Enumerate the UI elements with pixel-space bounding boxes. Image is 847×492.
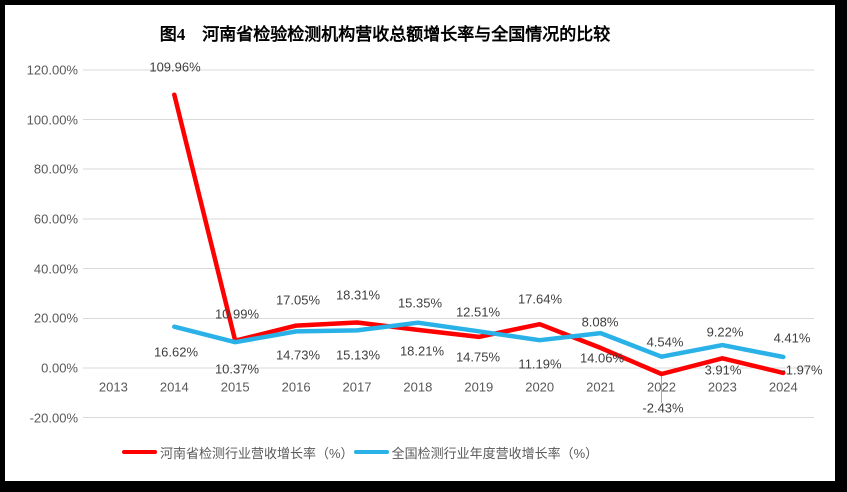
x-axis-tick-label: 2021 (586, 379, 616, 395)
legend: 河南省检测行业营收增长率（%） 全国检测行业年度营收增长率（%） (122, 443, 598, 461)
data-label: 14.06% (579, 350, 625, 366)
data-label: 109.96% (149, 59, 201, 75)
data-label: -1.97% (781, 362, 823, 378)
x-axis-tick-label: 2020 (525, 379, 555, 395)
x-axis-tick-label: 2019 (464, 379, 494, 395)
x-axis-tick-label: 2024 (768, 379, 798, 395)
x-axis-tick-label: 2022 (647, 379, 676, 395)
data-label: 14.73% (275, 347, 321, 363)
y-axis-tick-label: 80.00% (33, 161, 78, 177)
legend-label-henan: 河南省检测行业营收增长率（%） (160, 445, 354, 461)
data-label: 8.08% (581, 314, 619, 330)
y-axis-tick-label: 0.00% (41, 360, 78, 376)
y-axis-tick-label: 60.00% (33, 211, 78, 227)
y-axis-tick-label: 20.00% (33, 310, 78, 326)
data-label: 15.35% (397, 295, 443, 311)
data-label: 15.13% (335, 347, 381, 363)
data-label: 18.31% (335, 287, 381, 303)
x-axis-tick-label: 2016 (281, 379, 311, 395)
series-line-henan (172, 92, 786, 377)
x-axis-tick-label: 2023 (707, 379, 737, 395)
chart-frame: 图4 河南省检验检测机构营收总额增长率与全国情况的比较 120.00% 100.0… (5, 5, 835, 481)
legend-marker-national-line (353, 450, 389, 454)
data-label: 14.75% (455, 349, 501, 365)
data-label: 9.22% (706, 324, 744, 340)
y-axis-tick-label: -20.00% (29, 410, 78, 426)
legend-marker-henan-line (122, 450, 157, 454)
y-axis-tick-label: 40.00% (33, 261, 78, 277)
plot-svg (83, 69, 814, 419)
y-axis-tick-label: 100.00% (26, 112, 78, 127)
data-label: 3.91% (704, 362, 742, 378)
x-axis-tick-label: 2013 (98, 379, 128, 395)
data-label: 4.54% (646, 334, 684, 350)
data-label: 10.99% (214, 306, 260, 322)
data-label: 12.51% (455, 304, 501, 320)
data-label: 10.37% (214, 361, 260, 377)
data-label: 4.41% (773, 330, 811, 346)
series-line-national (172, 320, 786, 360)
x-axis-tick-label: 2018 (403, 379, 433, 395)
y-axis-tick-label: 120.00% (26, 62, 78, 78)
data-label: 16.62% (153, 344, 199, 360)
data-label: 18.21% (399, 343, 445, 359)
data-label: 17.64% (517, 291, 563, 307)
x-axis-tick-label: 2017 (342, 379, 372, 395)
data-label: 17.05% (275, 292, 321, 308)
data-label: -2.43% (642, 400, 684, 416)
data-label: 11.19% (518, 356, 562, 372)
chart-title: 图4 河南省检验检测机构营收总额增长率与全国情况的比较 (159, 25, 611, 44)
x-axis-tick-label: 2015 (220, 379, 250, 395)
legend-label-national: 全国检测行业年度营收增长率（%） (391, 445, 599, 461)
x-axis-tick-label: 2014 (159, 379, 189, 395)
